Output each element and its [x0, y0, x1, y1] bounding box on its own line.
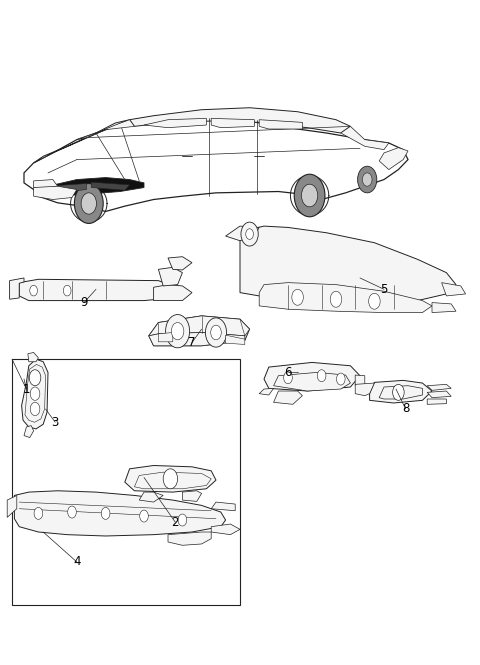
- Circle shape: [358, 166, 377, 193]
- Circle shape: [330, 291, 342, 307]
- Polygon shape: [427, 399, 446, 404]
- Polygon shape: [149, 332, 245, 346]
- Circle shape: [101, 507, 110, 519]
- Text: 1: 1: [23, 382, 30, 396]
- Polygon shape: [259, 283, 432, 313]
- Polygon shape: [264, 362, 360, 391]
- Polygon shape: [168, 532, 211, 545]
- Circle shape: [166, 315, 190, 348]
- Polygon shape: [379, 386, 422, 399]
- Polygon shape: [144, 118, 206, 128]
- Circle shape: [294, 174, 325, 217]
- Circle shape: [241, 222, 258, 246]
- Circle shape: [369, 293, 380, 309]
- Text: 2: 2: [171, 515, 179, 529]
- Text: 4: 4: [73, 555, 81, 569]
- Polygon shape: [130, 108, 350, 133]
- Circle shape: [171, 323, 184, 340]
- Circle shape: [140, 510, 148, 522]
- Polygon shape: [7, 495, 17, 517]
- Polygon shape: [211, 118, 254, 128]
- Circle shape: [246, 229, 253, 239]
- Polygon shape: [427, 384, 451, 390]
- Polygon shape: [432, 303, 456, 313]
- Circle shape: [30, 402, 40, 416]
- Circle shape: [336, 373, 345, 385]
- Polygon shape: [134, 472, 211, 489]
- Circle shape: [284, 372, 292, 384]
- Polygon shape: [91, 182, 130, 190]
- Polygon shape: [379, 148, 408, 170]
- Polygon shape: [442, 283, 466, 296]
- Circle shape: [30, 387, 40, 400]
- Polygon shape: [370, 380, 432, 403]
- Circle shape: [211, 325, 221, 340]
- Polygon shape: [125, 465, 216, 492]
- Polygon shape: [24, 426, 34, 438]
- Polygon shape: [149, 316, 250, 346]
- Circle shape: [163, 469, 178, 489]
- Polygon shape: [274, 372, 350, 391]
- Polygon shape: [274, 391, 302, 404]
- Polygon shape: [341, 126, 389, 150]
- Polygon shape: [211, 524, 240, 535]
- Circle shape: [29, 370, 41, 386]
- Polygon shape: [158, 267, 182, 286]
- Circle shape: [74, 184, 103, 223]
- Polygon shape: [38, 178, 144, 196]
- Polygon shape: [259, 388, 274, 395]
- Polygon shape: [154, 285, 192, 301]
- Circle shape: [301, 184, 318, 207]
- Polygon shape: [14, 491, 226, 536]
- Circle shape: [68, 506, 76, 518]
- Circle shape: [317, 370, 326, 382]
- Polygon shape: [12, 359, 240, 605]
- Circle shape: [393, 384, 404, 400]
- Polygon shape: [182, 491, 202, 501]
- Polygon shape: [10, 278, 24, 299]
- Polygon shape: [149, 316, 250, 336]
- Text: 5: 5: [380, 283, 388, 296]
- Text: 8: 8: [402, 402, 409, 416]
- Polygon shape: [77, 120, 134, 140]
- Polygon shape: [259, 120, 302, 129]
- Polygon shape: [25, 364, 46, 422]
- Polygon shape: [34, 120, 130, 163]
- Text: 3: 3: [51, 416, 59, 429]
- Text: 9: 9: [80, 296, 88, 309]
- Polygon shape: [168, 257, 192, 270]
- Polygon shape: [240, 226, 456, 301]
- Polygon shape: [24, 114, 408, 211]
- Polygon shape: [427, 391, 451, 398]
- Text: 6: 6: [284, 366, 292, 379]
- Circle shape: [63, 285, 71, 296]
- Circle shape: [362, 173, 372, 186]
- Polygon shape: [28, 352, 38, 362]
- Polygon shape: [19, 279, 173, 301]
- Polygon shape: [22, 359, 48, 429]
- Polygon shape: [226, 335, 245, 344]
- Polygon shape: [211, 502, 235, 511]
- Polygon shape: [158, 332, 173, 342]
- Circle shape: [205, 318, 227, 347]
- Text: 7: 7: [188, 336, 196, 349]
- Circle shape: [292, 289, 303, 305]
- Polygon shape: [43, 184, 86, 193]
- Polygon shape: [34, 186, 77, 200]
- Polygon shape: [226, 226, 259, 241]
- Circle shape: [34, 507, 43, 519]
- Polygon shape: [139, 492, 163, 502]
- Polygon shape: [34, 180, 58, 189]
- Circle shape: [178, 514, 187, 526]
- Circle shape: [30, 285, 37, 296]
- Circle shape: [81, 193, 96, 214]
- Polygon shape: [355, 375, 365, 387]
- Polygon shape: [355, 383, 374, 396]
